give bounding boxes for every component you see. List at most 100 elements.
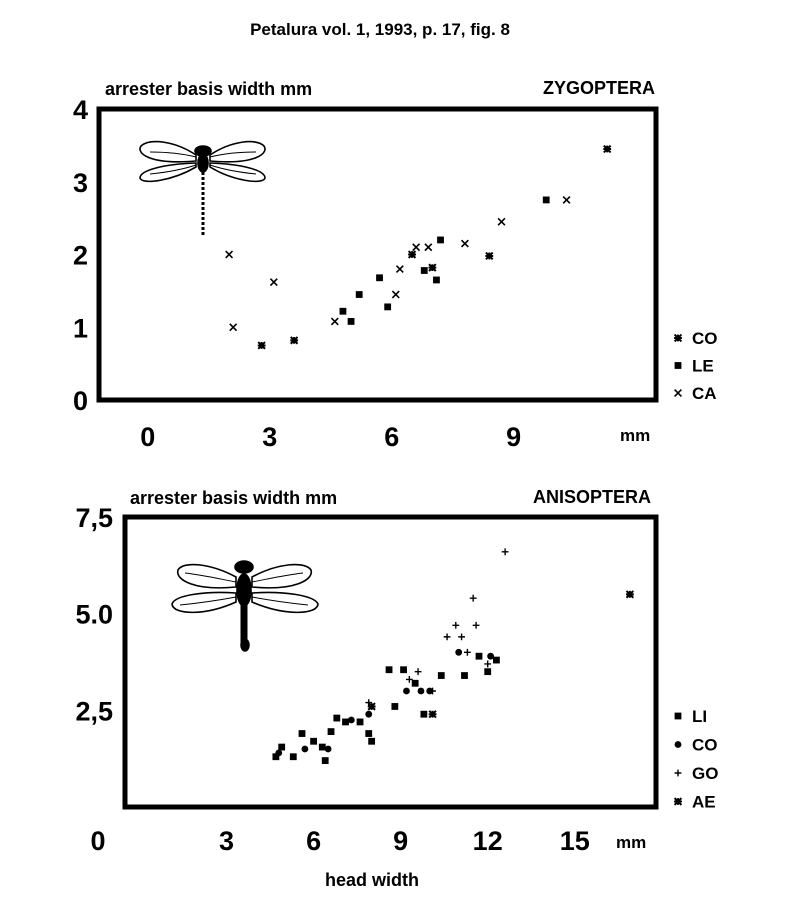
x-tick-label: 6 [384, 422, 399, 452]
legend-marker-go [674, 769, 682, 777]
y-tick-label: 0 [73, 386, 88, 416]
data-point-co [407, 250, 417, 259]
data-point-le [339, 307, 347, 315]
data-point-co [485, 251, 494, 261]
data-point-li [278, 743, 286, 751]
data-point-le [437, 236, 444, 244]
data-point-le [433, 276, 440, 284]
data-point-co [324, 745, 332, 753]
panel-zygoptera: arrester basis width mm ZYGOPTERA 01234 … [73, 78, 718, 452]
data-point-li [298, 730, 306, 737]
data-point-li [333, 714, 341, 722]
data-point-go [472, 621, 480, 629]
legend-marker-li [674, 712, 682, 720]
legend-label-li: LI [692, 707, 707, 726]
y-tick-label: 2 [73, 241, 88, 271]
y-tick-label: 3 [73, 168, 88, 198]
data-point-li [321, 757, 329, 764]
data-point-le [542, 196, 550, 204]
data-point-li [318, 743, 326, 751]
x-tick-label: 15 [560, 826, 590, 856]
data-point-le [420, 267, 428, 274]
points-anisoptera [272, 548, 634, 764]
x-tick-label: 0 [140, 422, 155, 452]
data-point-ca [412, 243, 421, 252]
x-unit-anisoptera: mm [616, 833, 646, 852]
data-point-li [365, 730, 373, 737]
y-tick-label: 2,5 [75, 696, 113, 726]
data-point-co [257, 341, 266, 350]
legend-marker-ca [674, 389, 682, 397]
legend-label-co: CO [692, 736, 718, 755]
data-point-go [452, 621, 460, 629]
data-point-le [384, 303, 392, 311]
data-point-ca [562, 195, 571, 204]
figure-caption: Petalura vol. 1, 1993, p. 17, fig. 8 [250, 20, 510, 39]
data-point-co [603, 144, 612, 154]
legend-label-go: GO [692, 764, 718, 783]
data-point-co [365, 710, 373, 718]
data-point-ca [460, 239, 469, 248]
data-point-go [463, 648, 471, 656]
data-point-li [484, 668, 492, 676]
dragonfly-icon [171, 560, 319, 652]
data-point-co [290, 336, 299, 345]
x-tick-label: 9 [393, 826, 408, 856]
data-point-li [391, 703, 399, 710]
data-point-ca [391, 290, 400, 299]
data-point-go [443, 633, 451, 641]
data-point-li [400, 666, 407, 674]
plot-frame-anisoptera [122, 514, 659, 810]
y-tick-labels-zygoptera: 0 1 2 3 4 [73, 95, 88, 416]
title-zygoptera: ZYGOPTERA [543, 78, 655, 98]
data-point-li [327, 728, 335, 735]
legend-marker-ae [673, 797, 683, 806]
data-point-go [469, 594, 477, 602]
data-point-co [347, 716, 355, 724]
data-point-li [493, 656, 500, 664]
y-tick-label: 7,5 [75, 503, 113, 533]
data-point-co [301, 745, 309, 753]
legend-label-le: LE [692, 357, 714, 376]
x-tick-label: 3 [219, 826, 234, 856]
data-point-li [289, 753, 297, 761]
y-tick-labels-anisoptera: 2,5 5.0 7,5 [75, 503, 113, 726]
data-point-li [310, 737, 318, 745]
panel-anisoptera: arrester basis width mm ANISOPTERA 2,5 5.… [75, 487, 718, 890]
data-point-li [356, 718, 364, 726]
data-point-go [458, 633, 465, 641]
data-point-le [355, 291, 363, 298]
x-tick-label: 12 [473, 826, 503, 856]
data-point-ca [497, 217, 506, 226]
damselfly-icon [139, 140, 266, 236]
data-point-li [272, 753, 280, 761]
x-tick-labels-zygoptera: 0 3 6 9 [140, 422, 521, 452]
data-point-ca [395, 265, 404, 274]
x-tick-label: 9 [506, 422, 521, 452]
data-point-li [368, 737, 376, 745]
data-point-go [414, 668, 422, 676]
data-point-le [347, 318, 355, 325]
data-point-go [484, 660, 492, 668]
data-point-co [275, 749, 283, 757]
data-point-ca [225, 250, 234, 259]
data-point-li [420, 710, 428, 718]
data-point-ae [367, 702, 376, 711]
legend-label-co: CO [692, 329, 718, 348]
legend-zygoptera: CO LE CA [673, 329, 718, 403]
data-point-co [455, 648, 463, 656]
legend-marker-co [673, 333, 683, 343]
data-point-co [487, 652, 495, 660]
data-point-co [403, 687, 410, 695]
title-anisoptera: ANISOPTERA [533, 487, 651, 507]
data-point-le [376, 274, 383, 282]
ylabel-anisoptera: arrester basis width mm [130, 488, 337, 508]
data-point-ae [625, 590, 634, 599]
data-point-ae [428, 710, 437, 719]
data-point-go [405, 676, 413, 683]
legend-label-ae: AE [692, 793, 716, 812]
y-tick-label: 4 [73, 95, 88, 125]
legend-marker-le [674, 362, 682, 369]
data-point-co [428, 263, 437, 272]
